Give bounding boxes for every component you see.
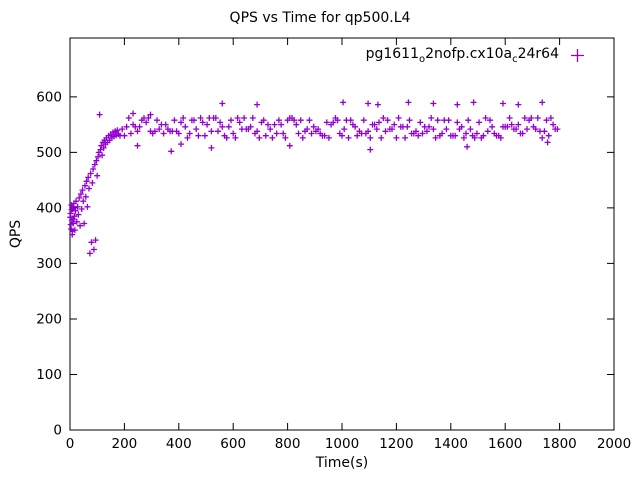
legend: pg1611o2nofp.cx10ac24r64 — [366, 46, 584, 65]
y-tick-label: 400 — [36, 200, 62, 216]
plot-border — [69, 37, 615, 431]
x-tick-label: 400 — [166, 436, 192, 452]
y-tick-label: 600 — [36, 89, 62, 105]
legend-label: pg1611o2nofp.cx10ac24r64 — [365, 46, 559, 65]
y-axis-label: QPS — [8, 219, 24, 249]
y-tick-label: 100 — [36, 367, 62, 383]
y-tick-label: 300 — [36, 256, 62, 272]
y-tick-label: 0 — [53, 423, 62, 439]
x-tick-label: 1200 — [379, 436, 413, 452]
x-tick-label: 0 — [66, 436, 75, 452]
x-tick-label: 800 — [275, 436, 301, 452]
y-tick-label: 500 — [36, 145, 62, 161]
series-points — [67, 99, 561, 257]
x-tick-label: 1000 — [325, 436, 359, 452]
x-tick-label: 600 — [220, 436, 246, 452]
x-tick-label: 200 — [112, 436, 138, 452]
chart-title: QPS vs Time for qp500.L4 — [229, 10, 411, 26]
y-tick-label: 200 — [36, 311, 62, 327]
x-axis-label: Time(s) — [315, 455, 369, 471]
x-tick-label: 1800 — [542, 436, 576, 452]
legend-marker — [571, 48, 584, 62]
x-tick-label: 1400 — [434, 436, 468, 452]
x-tick-label: 2000 — [597, 436, 631, 452]
plus-marker-icon — [571, 48, 584, 62]
x-tick-label: 1600 — [488, 436, 522, 452]
